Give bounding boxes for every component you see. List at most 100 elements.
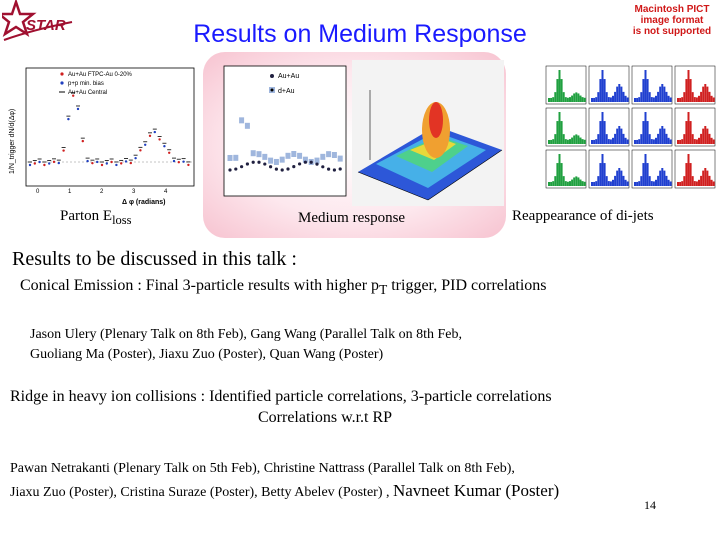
ridge-speakers-line-1: Pawan Netrakanti (Plenary Talk on 5th Fe… [10, 461, 515, 476]
ridge-topic: Ridge in heavy ion collisions : Identifi… [10, 386, 710, 428]
histogram-bar [634, 181, 636, 186]
histogram-bar [564, 181, 567, 186]
histogram-bar [597, 176, 600, 186]
data-point-box [244, 122, 250, 129]
histogram-bar [687, 111, 690, 144]
ridge-line-1: Ridge in heavy ion collisions : Identifi… [10, 388, 552, 405]
data-point-marker [269, 165, 273, 169]
histogram-bar [550, 139, 553, 144]
data-point-box [314, 157, 320, 164]
histogram-bar [571, 179, 574, 186]
data-point-box [227, 154, 233, 161]
data-point-marker [292, 165, 296, 169]
histogram-bar [591, 139, 593, 144]
ridge-line-2: Correlations w.r.t RP [258, 409, 393, 426]
histogram-bar [646, 79, 649, 102]
notice-line-2: image format [640, 15, 704, 26]
data-point-marker [280, 168, 284, 172]
histogram-bar [665, 91, 668, 102]
histogram-bar [691, 134, 694, 144]
page-number: 14 [644, 498, 656, 512]
star-shape-icon [2, 0, 37, 37]
data-point-marker [115, 163, 118, 167]
data-point-marker [86, 159, 89, 163]
ridge-speakers: Pawan Netrakanti (Plenary Talk on 5th Fe… [10, 458, 559, 504]
histogram-bar [706, 86, 709, 102]
histogram-bar [700, 133, 703, 144]
histogram-bar [556, 121, 559, 144]
histogram-bar [661, 126, 664, 144]
histogram-bar [622, 91, 625, 102]
data-point-marker [298, 162, 302, 166]
histogram-bar [706, 128, 709, 144]
histogram-bar [609, 97, 612, 102]
data-point-marker [96, 160, 99, 164]
histogram-bar [564, 139, 567, 144]
data-point-marker [303, 160, 307, 164]
histogram-bar [667, 137, 670, 144]
conical-speakers: Jason Ulery (Plenary Talk on 8th Feb), G… [30, 325, 462, 365]
plot-legend: Au+Au d+Au [269, 73, 299, 95]
histogram-bar [640, 92, 643, 102]
histogram-bar [601, 111, 604, 144]
histogram-bar [548, 139, 550, 144]
histogram-bar [556, 163, 559, 186]
histogram-bar [646, 163, 649, 186]
x-ticks: 0 1 2 3 4 [36, 189, 168, 195]
histogram-bar [614, 175, 617, 186]
data-point-marker [163, 145, 166, 148]
histogram-bar [644, 111, 647, 144]
histogram-bar [691, 176, 694, 186]
caption-prefix: Parton E [60, 208, 113, 224]
data-point-marker [274, 167, 278, 171]
histogram-bar [554, 134, 557, 144]
data-point-marker [327, 167, 331, 171]
histogram-bar [601, 69, 604, 102]
histogram-bar [695, 139, 698, 144]
histogram-bar [683, 92, 686, 102]
data-point-marker [110, 160, 113, 164]
histogram-bar [642, 121, 645, 144]
histogram-bar [712, 139, 715, 144]
histogram-bar [581, 139, 584, 144]
histogram-bar [638, 181, 641, 186]
data-point-marker [228, 168, 232, 172]
legend-entry-1: Au+Au FTPC-Au 0-20% [68, 72, 133, 78]
histogram-bar [583, 139, 586, 144]
histogram-bar [636, 97, 639, 102]
data-point-box [331, 151, 337, 158]
histogram-bar [626, 97, 629, 102]
dijet-histogram-grid [536, 60, 718, 192]
histogram-bar [607, 181, 610, 186]
histogram-bar [698, 137, 700, 144]
histogram-bar [554, 92, 557, 102]
histogram-bar [626, 181, 629, 186]
data-point-box [337, 155, 343, 162]
speakers-line-2: Guoliang Ma (Poster), Jiaxu Zuo (Poster)… [30, 347, 384, 362]
histogram-bar [603, 121, 606, 144]
medium-response-plot: Au+Au d+Au [223, 65, 347, 197]
caption-medium-response: Medium response [298, 210, 406, 226]
histogram-bar [689, 163, 692, 186]
histogram-bar [636, 139, 639, 144]
histogram-bar [583, 97, 586, 102]
histogram-bar [595, 97, 598, 102]
histogram-bar [562, 176, 565, 186]
histogram-bar [644, 153, 647, 186]
data-point-marker [139, 149, 142, 152]
histogram-bar [669, 139, 672, 144]
data-point-box [273, 158, 279, 165]
star-logo-text: STAR [26, 17, 66, 34]
histogram-bar [552, 139, 555, 144]
data-point-box [285, 152, 291, 159]
histogram-bar [652, 139, 655, 144]
histogram-bar [679, 139, 682, 144]
histogram-bar [704, 126, 707, 144]
histogram-bar [679, 97, 682, 102]
legend-entry-3: Au+Au Central [68, 90, 107, 96]
histogram-bar [702, 86, 705, 102]
x-tick: 1 [68, 189, 72, 195]
data-point-box [279, 156, 285, 163]
histogram-bar [579, 95, 582, 102]
legend-entry-2: d+Au [278, 88, 295, 95]
